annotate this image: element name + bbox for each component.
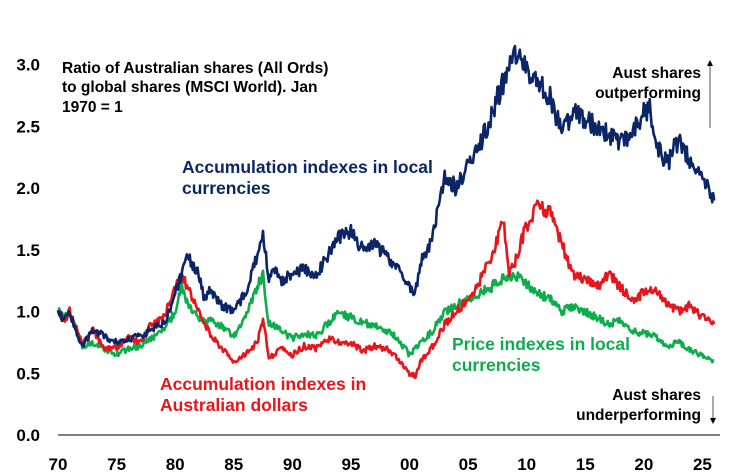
underperform-arrow-head xyxy=(710,418,716,424)
x-tick-label: 15 xyxy=(576,455,595,474)
series-line-accumulation-indexes-in-local-currencies xyxy=(56,44,716,348)
x-tick-label: 00 xyxy=(400,455,419,474)
x-tick-label: 20 xyxy=(634,455,653,474)
label-accumulation-local: Accumulation indexes in local currencies xyxy=(182,157,433,198)
series-line-accumulation-indexes-in-australian-dollars xyxy=(56,199,716,380)
label-accumulation-aud: Accumulation indexes in Australian dolla… xyxy=(160,374,367,415)
chart-series-lines xyxy=(56,44,716,380)
x-tick-label: 70 xyxy=(49,455,68,474)
chart-title: Ratio of Australian shares (All Ords) to… xyxy=(62,60,329,116)
x-tick-label: 85 xyxy=(224,455,243,474)
outperform-arrow-head xyxy=(707,60,713,66)
performance-arrows xyxy=(707,60,716,424)
x-tick-label: 80 xyxy=(166,455,185,474)
y-tick-label: 1.0 xyxy=(16,303,40,322)
y-tick-label: 1.5 xyxy=(16,241,40,260)
x-tick-label: 95 xyxy=(341,455,360,474)
label-price-local: Price indexes in local currencies xyxy=(452,334,630,375)
x-tick-label: 75 xyxy=(107,455,126,474)
y-tick-label: 0.5 xyxy=(16,364,40,383)
x-tick-label: 25 xyxy=(693,455,712,474)
x-tick-label: 05 xyxy=(459,455,478,474)
y-tick-label: 2.5 xyxy=(16,117,40,136)
chart-tick-labels: 0.0 0.5 1.0 1.5 2.0 2.5 3.0 70 75 80 85 90 95 00 05 10 1… xyxy=(16,56,712,474)
x-tick-label: 90 xyxy=(283,455,302,474)
label-outperforming: Aust shares outperforming xyxy=(595,65,701,103)
x-tick-label: 10 xyxy=(517,455,536,474)
y-tick-label: 2.0 xyxy=(16,179,40,198)
y-tick-label: 0.0 xyxy=(16,426,40,445)
label-underperforming: Aust shares underperforming xyxy=(576,387,701,425)
y-tick-label: 3.0 xyxy=(16,56,40,75)
